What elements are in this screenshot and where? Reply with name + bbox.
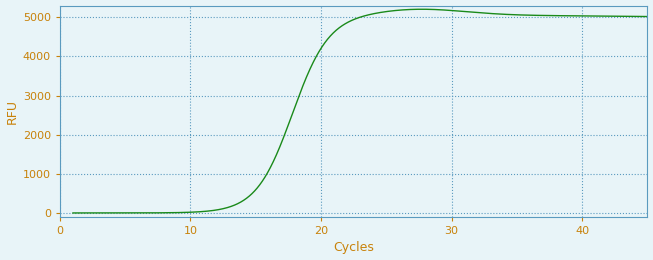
- X-axis label: Cycles: Cycles: [333, 242, 374, 255]
- Y-axis label: RFU: RFU: [6, 99, 18, 124]
